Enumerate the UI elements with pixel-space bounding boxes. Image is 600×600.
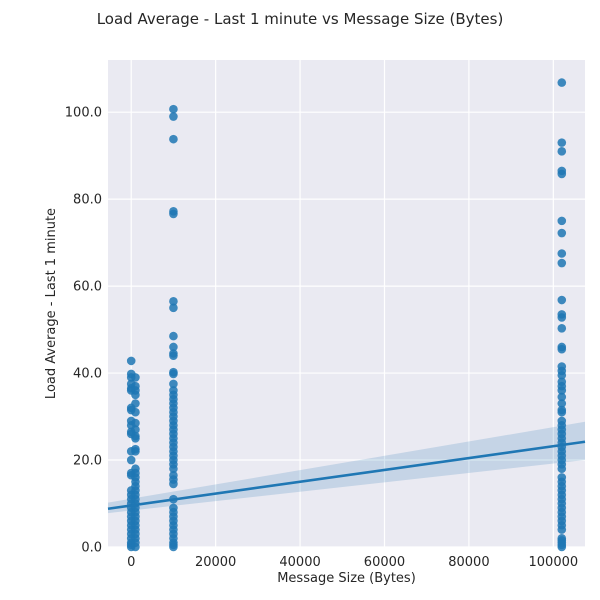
x-tick-label-4: 80000 bbox=[448, 555, 489, 570]
data-point-124 bbox=[557, 344, 567, 354]
chart-title: Load Average - Last 1 minute vs Message … bbox=[97, 10, 504, 28]
x-axis-label: Message Size (Bytes) bbox=[277, 571, 416, 586]
regression-line-group bbox=[107, 440, 586, 511]
confidence-band bbox=[108, 421, 585, 514]
x-tick-label-5: 100000 bbox=[529, 555, 579, 570]
y-tick-label-2: 40.0 bbox=[73, 367, 102, 382]
data-point-38 bbox=[131, 425, 140, 434]
data-point-94 bbox=[169, 464, 178, 474]
data-point-61 bbox=[131, 542, 140, 552]
data-point-74 bbox=[169, 369, 178, 379]
x-tick-label-0: 0 bbox=[127, 555, 135, 570]
confidence-band-group bbox=[108, 421, 585, 514]
data-point-110 bbox=[557, 78, 567, 87]
data-point-127 bbox=[557, 370, 567, 380]
data-point-115 bbox=[557, 216, 567, 226]
data-point-131 bbox=[557, 392, 567, 402]
data-point-63 bbox=[169, 112, 178, 121]
data-point-72 bbox=[169, 351, 178, 360]
y-tick-label-3: 60.0 bbox=[73, 280, 102, 295]
y-tick-label-4: 80.0 bbox=[73, 193, 102, 208]
data-point-109 bbox=[169, 542, 178, 552]
data-point-69 bbox=[169, 331, 178, 341]
y-axis-label: Load Average - Last 1 minute bbox=[44, 208, 59, 399]
data-point-40 bbox=[131, 433, 140, 443]
data-point-36 bbox=[131, 407, 140, 417]
data-point-122 bbox=[557, 323, 567, 333]
plot-area bbox=[108, 60, 585, 547]
data-point-70 bbox=[169, 342, 178, 352]
data-point-132 bbox=[557, 399, 567, 408]
data-point-67 bbox=[169, 297, 178, 306]
data-point-34 bbox=[131, 390, 140, 400]
data-point-75 bbox=[169, 379, 178, 389]
x-tick-label-2: 40000 bbox=[279, 555, 320, 570]
data-point-31 bbox=[131, 373, 140, 382]
data-point-117 bbox=[557, 249, 567, 258]
y-tick-label-5: 100.0 bbox=[65, 106, 102, 121]
data-point-119 bbox=[557, 295, 567, 305]
data-point-35 bbox=[131, 399, 140, 408]
data-point-121 bbox=[557, 313, 567, 322]
regression-line bbox=[107, 440, 586, 511]
data-point-112 bbox=[557, 147, 567, 156]
data-point-97 bbox=[169, 479, 178, 489]
data-points bbox=[126, 78, 567, 552]
x-tick-label-1: 20000 bbox=[195, 555, 236, 570]
data-point-134 bbox=[557, 407, 567, 417]
y-tick-label-1: 20.0 bbox=[73, 454, 102, 469]
data-point-66 bbox=[169, 209, 178, 219]
data-point-111 bbox=[557, 138, 567, 147]
data-point-62 bbox=[169, 104, 178, 114]
x-tick-labels: 0 20000 40000 60000 80000 100000 bbox=[127, 555, 578, 570]
data-point-164 bbox=[557, 542, 567, 552]
data-point-42 bbox=[131, 447, 140, 456]
data-point-118 bbox=[557, 258, 567, 268]
y-tick-label-0: 0.0 bbox=[81, 541, 102, 556]
grid-lines bbox=[108, 60, 585, 548]
x-tick-label-3: 60000 bbox=[364, 555, 405, 570]
y-tick-labels: 0.0 20.0 40.0 60.0 80.0 100.0 bbox=[65, 106, 102, 556]
data-point-130 bbox=[557, 386, 567, 395]
data-point-116 bbox=[557, 228, 567, 238]
data-point-64 bbox=[169, 134, 178, 144]
data-point-68 bbox=[169, 303, 178, 313]
data-point-159 bbox=[557, 525, 567, 534]
data-point-13 bbox=[126, 455, 136, 465]
data-point-114 bbox=[557, 169, 567, 179]
data-point-146 bbox=[557, 464, 567, 474]
data-point-0 bbox=[126, 356, 136, 366]
data-point-37 bbox=[131, 418, 140, 428]
